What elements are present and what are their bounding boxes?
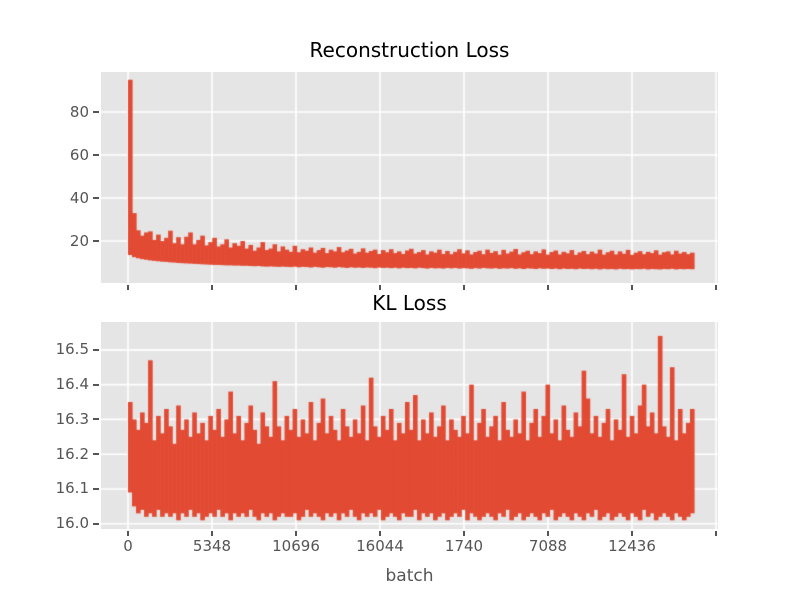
kl-loss-title: KL Loss bbox=[372, 291, 447, 315]
x-tick-mark bbox=[631, 531, 633, 536]
y-tick-label: 20 bbox=[69, 231, 89, 250]
x-tick-mark bbox=[547, 531, 549, 536]
x-tick-mark bbox=[295, 285, 297, 290]
y-tick-mark bbox=[93, 240, 99, 243]
x-tick-label: 16044 bbox=[356, 537, 404, 555]
x-tick-mark bbox=[715, 531, 717, 536]
y-tick-label: 80 bbox=[69, 102, 89, 121]
x-tick-mark bbox=[211, 531, 213, 536]
y-tick-mark bbox=[93, 383, 99, 386]
reconstruction-loss-title: Reconstruction Loss bbox=[309, 38, 510, 62]
y-tick-mark bbox=[93, 453, 99, 456]
y-tick-mark bbox=[93, 418, 99, 421]
y-tick-mark bbox=[93, 111, 99, 113]
y-tick-label: 16.0 bbox=[55, 514, 89, 533]
x-tick-mark bbox=[379, 531, 381, 536]
x-tick-mark bbox=[211, 285, 213, 290]
x-tick-label: 1740 bbox=[444, 537, 484, 555]
y-tick-label: 16.3 bbox=[55, 409, 89, 428]
x-tick-mark bbox=[379, 285, 381, 290]
x-tick-mark bbox=[631, 285, 633, 290]
reconstruction-loss-plot bbox=[101, 72, 718, 283]
x-tick-mark bbox=[127, 531, 129, 536]
x-tick-label: 0 bbox=[123, 537, 133, 555]
kl-loss-plot bbox=[101, 322, 718, 529]
y-tick-label: 40 bbox=[69, 188, 89, 207]
x-tick-mark bbox=[127, 285, 129, 290]
y-tick-label: 60 bbox=[69, 145, 89, 164]
x-tick-label: 5348 bbox=[192, 537, 232, 555]
y-tick-label: 16.4 bbox=[55, 375, 89, 394]
y-tick-label: 16.2 bbox=[55, 444, 89, 463]
y-tick-mark bbox=[93, 522, 99, 525]
y-tick-mark bbox=[93, 487, 99, 490]
x-tick-label: 10696 bbox=[272, 537, 320, 555]
x-tick-mark bbox=[715, 285, 717, 290]
y-tick-label: 16.1 bbox=[55, 479, 89, 498]
y-tick-mark bbox=[93, 197, 99, 200]
y-tick-mark bbox=[93, 154, 99, 157]
y-tick-label: 16.5 bbox=[55, 340, 89, 359]
x-tick-label: 12436 bbox=[608, 537, 656, 555]
x-axis-label: batch bbox=[385, 566, 434, 586]
x-tick-mark bbox=[547, 285, 549, 290]
x-tick-mark bbox=[295, 531, 297, 536]
x-tick-mark bbox=[463, 531, 465, 536]
y-tick-mark bbox=[93, 348, 99, 351]
x-tick-mark bbox=[463, 285, 465, 290]
x-tick-label: 7088 bbox=[528, 537, 568, 555]
